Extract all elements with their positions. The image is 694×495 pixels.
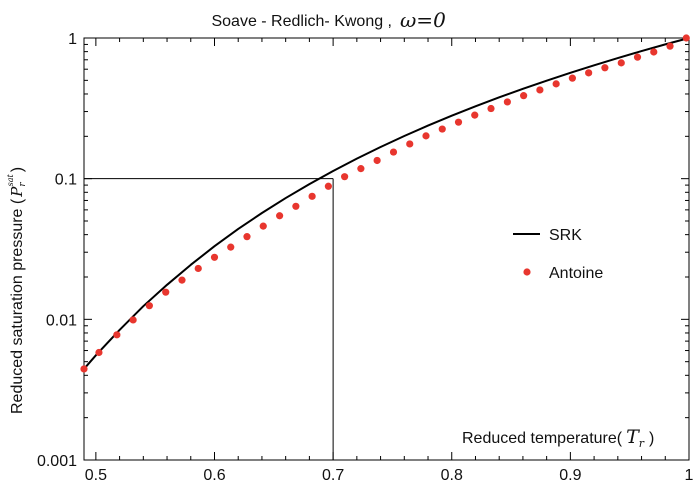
series-antoine-point	[162, 288, 170, 296]
series-antoine-point	[438, 125, 446, 133]
series-srk-line	[83, 37, 690, 370]
series-antoine-point	[259, 222, 267, 230]
series-antoine-point	[276, 212, 284, 220]
series-antoine-point	[95, 348, 103, 357]
x-tick-label: 0.6	[203, 467, 225, 484]
y-axis-title-text: Reduced saturation pressure (	[9, 198, 26, 414]
x-axis-title-close: )	[649, 430, 654, 447]
series-antoine-point	[422, 132, 430, 140]
series-antoine-point	[389, 148, 398, 156]
y-tick-label: 0.01	[46, 312, 77, 329]
series-antoine-point	[373, 156, 381, 165]
series-antoine-point	[682, 34, 690, 42]
series-antoine-point	[80, 365, 88, 373]
x-axis-title: Reduced temperature(Tr)	[462, 426, 654, 450]
series-antoine-point	[227, 243, 235, 251]
series-antoine-point	[243, 233, 251, 241]
series-antoine-point	[633, 53, 642, 61]
y-axis-title-symbol: P	[8, 186, 26, 198]
x-tick-label: 0.5	[85, 467, 107, 484]
y-axis-title-subscript: r	[18, 182, 28, 187]
series-antoine-point	[487, 104, 495, 113]
x-axis-title-symbol: T	[626, 426, 640, 448]
series-antoine-point	[601, 64, 609, 72]
series-group	[80, 34, 690, 373]
series-antoine-point	[585, 69, 593, 77]
series-antoine-point	[650, 48, 658, 56]
x-tick-label: 1	[685, 467, 694, 484]
series-antoine-point	[129, 316, 137, 324]
series-antoine-point	[536, 86, 544, 94]
x-axis-title-text: Reduced temperature(	[462, 430, 623, 447]
y-tick-label: 1	[68, 31, 77, 48]
y-axis-title-close: )	[9, 167, 26, 172]
series-antoine-point	[308, 192, 316, 200]
series-antoine-point	[454, 118, 463, 126]
y-axis-title: Reduced saturation pressure (Prsat)	[6, 167, 28, 414]
x-axis-title-subscript: r	[639, 437, 645, 450]
series-antoine-point	[666, 42, 674, 50]
x-tick-label: 0.8	[441, 467, 463, 484]
x-tick-label: 0.9	[559, 467, 581, 484]
chart-title-symbol: ω=0	[400, 8, 446, 32]
series-antoine-point	[617, 59, 625, 67]
legend-antoine-label: Antoine	[549, 265, 603, 282]
series-antoine-point	[292, 202, 300, 210]
series-antoine-point	[324, 182, 332, 190]
y-axis-title-superscript: sat	[6, 173, 15, 186]
series-antoine-point	[503, 98, 511, 106]
series-antoine-point	[178, 276, 186, 284]
series-antoine-point	[357, 165, 365, 173]
series-antoine-point	[520, 92, 528, 100]
y-tick-label: 0.1	[55, 172, 77, 189]
series-antoine-point	[210, 253, 219, 261]
series-antoine-point	[552, 80, 560, 88]
series-antoine-point	[341, 173, 349, 181]
legend-srk-label: SRK	[549, 227, 582, 244]
legend-antoine-marker	[523, 268, 531, 276]
series-antoine-point	[471, 111, 479, 119]
chart-title: Soave - Redlich- Kwong ,	[211, 13, 392, 30]
series-antoine-point	[145, 302, 153, 310]
series-antoine-point	[194, 264, 202, 273]
reference-lines-group	[84, 178, 334, 460]
series-antoine-point	[113, 331, 121, 339]
series-antoine-point	[406, 140, 414, 148]
x-tick-label: 0.7	[322, 467, 344, 484]
legend: SRK Antoine	[513, 227, 603, 282]
y-tick-label: 0.001	[37, 453, 77, 470]
ticks-group: 0.5 0.6 0.7 0.8 0.9 1 0.001 0.01 0.1 1	[37, 31, 694, 484]
series-antoine-point	[568, 74, 576, 82]
plot-frame	[83, 37, 690, 461]
